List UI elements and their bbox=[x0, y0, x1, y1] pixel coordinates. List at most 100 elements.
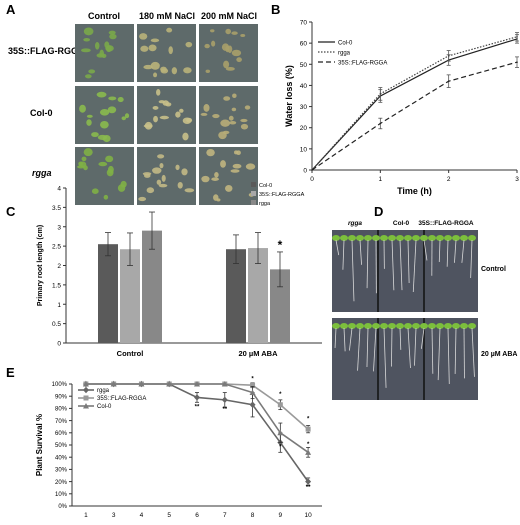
seedling-leaf bbox=[98, 162, 107, 166]
seedling-leaf bbox=[185, 188, 195, 192]
y-tick-label: 30 bbox=[300, 104, 308, 111]
seedling-leaf bbox=[220, 120, 230, 127]
photo-tile bbox=[75, 24, 134, 82]
seedling-leaf bbox=[223, 96, 230, 101]
seedling-leaf bbox=[216, 198, 220, 201]
significance-mark: * bbox=[279, 392, 282, 398]
x-category-label: 20 µM ABA bbox=[238, 349, 278, 358]
seedling-leaf bbox=[229, 116, 234, 121]
seedling-leaf bbox=[162, 175, 166, 182]
data-point bbox=[448, 80, 450, 82]
seedling-leaf bbox=[79, 105, 86, 113]
seedling-leaf bbox=[185, 42, 192, 47]
y-tick-label: 80% bbox=[55, 407, 68, 413]
y-tick-label: 70% bbox=[55, 419, 68, 425]
y-axis-label: Water loss (%) bbox=[284, 65, 294, 127]
panel-letter-d: D bbox=[374, 204, 383, 219]
seedling-leaf bbox=[105, 45, 114, 51]
photo-tile bbox=[199, 147, 258, 205]
data-point bbox=[516, 36, 518, 38]
seedling-leaf bbox=[179, 109, 184, 113]
seedling-leaf bbox=[122, 116, 127, 120]
seedling-leaf bbox=[236, 57, 242, 62]
seedling-leaf bbox=[157, 154, 164, 158]
seedling-leaf bbox=[223, 131, 230, 134]
panel-a-col-header-0: Control bbox=[88, 11, 120, 21]
panel-d-row-label-0: Control bbox=[481, 266, 506, 273]
data-point-square bbox=[306, 427, 311, 432]
data-point-diamond bbox=[83, 387, 89, 393]
seedling-leaf bbox=[211, 41, 215, 47]
seedling-leaf bbox=[182, 133, 188, 141]
panel-a-photo-grid: Control 180 mM NaCl 200 mM NaCl 35S::FLA… bbox=[8, 11, 258, 205]
seedling-leaf bbox=[232, 94, 237, 99]
seedling-leaf bbox=[86, 119, 91, 126]
x-axis-label: Time (h) bbox=[397, 186, 432, 196]
seedling-leaf bbox=[231, 169, 240, 172]
seedling-leaf bbox=[151, 62, 160, 70]
panel-d-col-header-2: 35S::FLAG-RGGA bbox=[418, 220, 474, 227]
seedling-leaf bbox=[103, 135, 111, 142]
legend-label-1: rgga bbox=[338, 51, 351, 57]
seedling-leaf bbox=[157, 180, 162, 185]
seedling-leaf bbox=[100, 121, 109, 129]
series-line-1 bbox=[312, 37, 517, 170]
bar-0-0 bbox=[98, 244, 118, 343]
seedling-leaf bbox=[83, 165, 88, 170]
significance-mark: * bbox=[278, 238, 283, 252]
seedling-leaf bbox=[201, 176, 209, 182]
series-line-0 bbox=[312, 39, 517, 170]
y-tick-label: 0 bbox=[303, 168, 307, 175]
seedling-leaf bbox=[225, 29, 231, 34]
seedling-leaf bbox=[84, 27, 94, 35]
seedling-leaf bbox=[97, 53, 105, 57]
panel-d-col-header-0: rgga bbox=[348, 220, 362, 227]
seedling-leaf bbox=[210, 29, 214, 32]
x-tick-label: 1 bbox=[84, 512, 88, 519]
seedling-leaf bbox=[107, 169, 114, 176]
seedling-leaf bbox=[121, 181, 127, 188]
legend-label-2: rgga bbox=[259, 201, 271, 207]
legend-swatch-2 bbox=[251, 200, 256, 205]
data-point bbox=[311, 169, 313, 171]
seedling-leaf bbox=[153, 73, 157, 78]
seedling-leaf bbox=[108, 96, 116, 100]
seedling-leaf bbox=[228, 45, 233, 52]
seedling-leaf bbox=[109, 34, 116, 39]
panel-d-row-label-1: 20 µM ABA bbox=[481, 351, 517, 358]
seedling-leaf bbox=[212, 114, 219, 118]
seedling-leaf bbox=[172, 67, 177, 74]
seedling-leaf bbox=[175, 165, 179, 170]
seedling-leaf bbox=[100, 109, 109, 116]
panel-a-row-label-2: rgga bbox=[32, 168, 52, 178]
seedling-leaf bbox=[165, 102, 171, 106]
seedling-leaf bbox=[161, 68, 169, 73]
data-point-diamond bbox=[222, 397, 228, 403]
legend-swatch-1 bbox=[251, 191, 256, 196]
seedling-leaf bbox=[91, 132, 99, 137]
y-tick-label: 50 bbox=[300, 62, 308, 69]
seedling-leaf bbox=[229, 121, 236, 124]
seedling-leaf bbox=[206, 149, 214, 156]
seedling-leaf bbox=[153, 116, 158, 123]
data-point bbox=[448, 55, 450, 57]
seedling-leaf bbox=[143, 172, 152, 175]
seedling-leaf bbox=[201, 113, 208, 116]
panel-d-col-header-1: Col-0 bbox=[393, 220, 410, 227]
x-tick-label: 8 bbox=[251, 512, 255, 519]
seedling-leaf bbox=[147, 187, 154, 193]
seedling-leaf bbox=[87, 115, 93, 118]
panel-a-col-header-1: 180 mM NaCl bbox=[139, 11, 195, 21]
panel-letter-e: E bbox=[6, 365, 15, 380]
seedling-leaf bbox=[220, 160, 226, 168]
legend-label-0: Col-0 bbox=[259, 183, 272, 189]
seedling-leaf bbox=[143, 65, 152, 69]
data-point bbox=[516, 61, 518, 63]
panel-letter-b: B bbox=[271, 2, 280, 17]
seedling-leaf bbox=[139, 33, 147, 39]
legend-label-1: 35S::FLAG-RGGA bbox=[259, 192, 305, 198]
x-tick-label: 9 bbox=[279, 512, 283, 519]
y-tick-label: 60 bbox=[300, 41, 308, 48]
